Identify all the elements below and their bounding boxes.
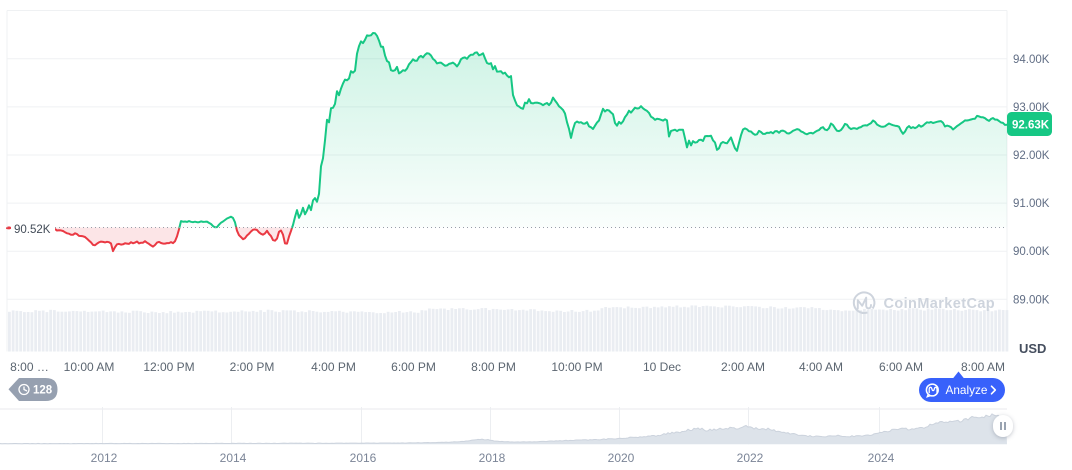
svg-text:92.63K: 92.63K <box>1012 120 1050 132</box>
svg-text:2012: 2012 <box>91 451 118 465</box>
svg-text:USD: USD <box>1019 341 1046 356</box>
svg-text:2024: 2024 <box>868 451 895 465</box>
svg-text:2014: 2014 <box>220 451 247 465</box>
svg-text:4:00 PM: 4:00 PM <box>311 360 356 374</box>
svg-text:91.00K: 91.00K <box>1013 198 1050 210</box>
svg-text:6:00 AM: 6:00 AM <box>879 360 923 374</box>
svg-text:2:00 AM: 2:00 AM <box>721 360 765 374</box>
svg-text:10:00 PM: 10:00 PM <box>551 360 602 374</box>
svg-text:128: 128 <box>33 385 53 397</box>
svg-text:Analyze: Analyze <box>946 383 988 397</box>
svg-text:90.52K: 90.52K <box>14 224 51 236</box>
svg-text:2022: 2022 <box>737 451 764 465</box>
svg-text:2:00 PM: 2:00 PM <box>230 360 275 374</box>
svg-text:92.00K: 92.00K <box>1013 150 1050 162</box>
svg-text:94.00K: 94.00K <box>1013 54 1050 66</box>
svg-text:93.00K: 93.00K <box>1013 102 1050 114</box>
svg-text:4:00 AM: 4:00 AM <box>799 360 843 374</box>
svg-text:89.00K: 89.00K <box>1013 294 1050 306</box>
svg-text:8:00 PM: 8:00 PM <box>471 360 516 374</box>
svg-text:2018: 2018 <box>479 451 506 465</box>
svg-text:2020: 2020 <box>608 451 635 465</box>
svg-text:10:00 AM: 10:00 AM <box>64 360 115 374</box>
svg-text:10 Dec: 10 Dec <box>643 360 681 374</box>
svg-text:2016: 2016 <box>350 451 377 465</box>
svg-text:8:00 …: 8:00 … <box>10 360 49 374</box>
svg-text:90.00K: 90.00K <box>1013 246 1050 258</box>
svg-text:8:00 AM: 8:00 AM <box>961 360 1005 374</box>
svg-text:CoinMarketCap: CoinMarketCap <box>884 296 996 312</box>
svg-text:6:00 PM: 6:00 PM <box>391 360 436 374</box>
svg-text:12:00 PM: 12:00 PM <box>143 360 194 374</box>
